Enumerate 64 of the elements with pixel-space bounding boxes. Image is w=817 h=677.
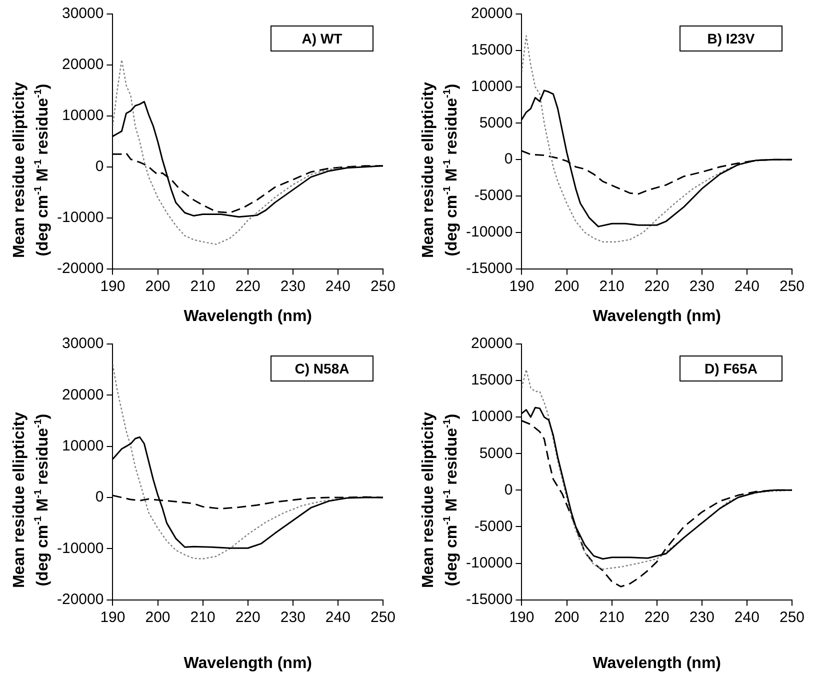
y-tick-label: -10000 bbox=[56, 540, 104, 557]
annotation: C) N58A bbox=[294, 360, 350, 376]
x-axis-title: Wavelength (nm) bbox=[592, 654, 721, 672]
x-tick-label: 210 bbox=[190, 608, 216, 626]
x-tick-label: 190 bbox=[100, 278, 126, 295]
x-tick-label: 200 bbox=[145, 608, 170, 626]
annotation: A) WT bbox=[302, 30, 343, 46]
y-tick-label: -10000 bbox=[466, 554, 513, 572]
x-tick-label: 250 bbox=[779, 278, 805, 295]
x-tick-label: 230 bbox=[689, 278, 714, 295]
x-tick-label: 240 bbox=[734, 278, 760, 295]
x-tick-label: 230 bbox=[280, 608, 306, 626]
x-tick-label: 210 bbox=[599, 278, 624, 295]
annotation: D) F65A bbox=[704, 360, 758, 376]
y-tick-label: 10000 bbox=[62, 107, 104, 124]
y-tick-label: 10000 bbox=[470, 408, 513, 426]
y-tick-label: 5000 bbox=[479, 444, 513, 462]
x-tick-label: 250 bbox=[779, 608, 805, 626]
y-tick-label: 30000 bbox=[62, 5, 104, 22]
x-tick-label: 190 bbox=[100, 608, 126, 626]
y-tick-label: 0 bbox=[95, 488, 104, 506]
y-tick-label: -20000 bbox=[56, 260, 104, 277]
x-axis-title: Wavelength (nm) bbox=[184, 654, 312, 672]
x-tick-label: 230 bbox=[689, 608, 714, 626]
y-tick-label: 20000 bbox=[470, 335, 513, 352]
y-tick-label: 0 bbox=[504, 481, 513, 498]
x-axis-title: Wavelength (nm) bbox=[184, 308, 312, 325]
x-tick-label: 190 bbox=[509, 278, 534, 295]
y-tick-label: 15000 bbox=[470, 372, 513, 389]
y-tick-label: 15000 bbox=[470, 42, 513, 59]
annotation: B) I23V bbox=[707, 30, 756, 46]
x-tick-label: 250 bbox=[370, 278, 396, 295]
x-tick-label: 220 bbox=[644, 608, 670, 626]
y-tick-label: -20000 bbox=[56, 590, 104, 608]
x-tick-label: 200 bbox=[554, 608, 580, 626]
y-tick-label: -15000 bbox=[466, 260, 513, 277]
y-tick-label: 0 bbox=[504, 150, 513, 168]
y-tick-label: 0 bbox=[95, 158, 104, 176]
x-tick-label: 240 bbox=[734, 608, 760, 626]
x-tick-label: 210 bbox=[190, 278, 216, 295]
x-tick-label: 220 bbox=[235, 608, 260, 626]
y-tick-label: 5000 bbox=[479, 114, 513, 132]
y-tick-label: 10000 bbox=[470, 78, 513, 95]
y-tick-label: -5000 bbox=[474, 518, 513, 535]
y-tick-label: -10000 bbox=[56, 208, 104, 226]
x-axis-title: Wavelength (nm) bbox=[592, 308, 721, 325]
y-tick-label: -10000 bbox=[466, 224, 513, 241]
x-tick-label: 200 bbox=[145, 278, 170, 295]
y-tick-label: 20000 bbox=[62, 56, 104, 74]
y-tick-label: 10000 bbox=[62, 437, 104, 454]
y-tick-label: -15000 bbox=[466, 590, 513, 608]
y-tick-label: 20000 bbox=[62, 386, 104, 404]
x-tick-label: 200 bbox=[554, 278, 580, 295]
x-tick-label: 220 bbox=[644, 278, 670, 295]
x-tick-label: 250 bbox=[370, 608, 396, 626]
x-tick-label: 190 bbox=[509, 608, 534, 626]
x-tick-label: 240 bbox=[325, 278, 350, 295]
x-tick-label: 220 bbox=[235, 278, 260, 295]
x-tick-label: 210 bbox=[599, 608, 624, 626]
y-tick-label: 30000 bbox=[62, 335, 104, 352]
y-tick-label: 20000 bbox=[470, 5, 513, 22]
x-tick-label: 230 bbox=[280, 278, 306, 295]
x-tick-label: 240 bbox=[325, 608, 350, 626]
y-tick-label: -5000 bbox=[474, 187, 513, 204]
